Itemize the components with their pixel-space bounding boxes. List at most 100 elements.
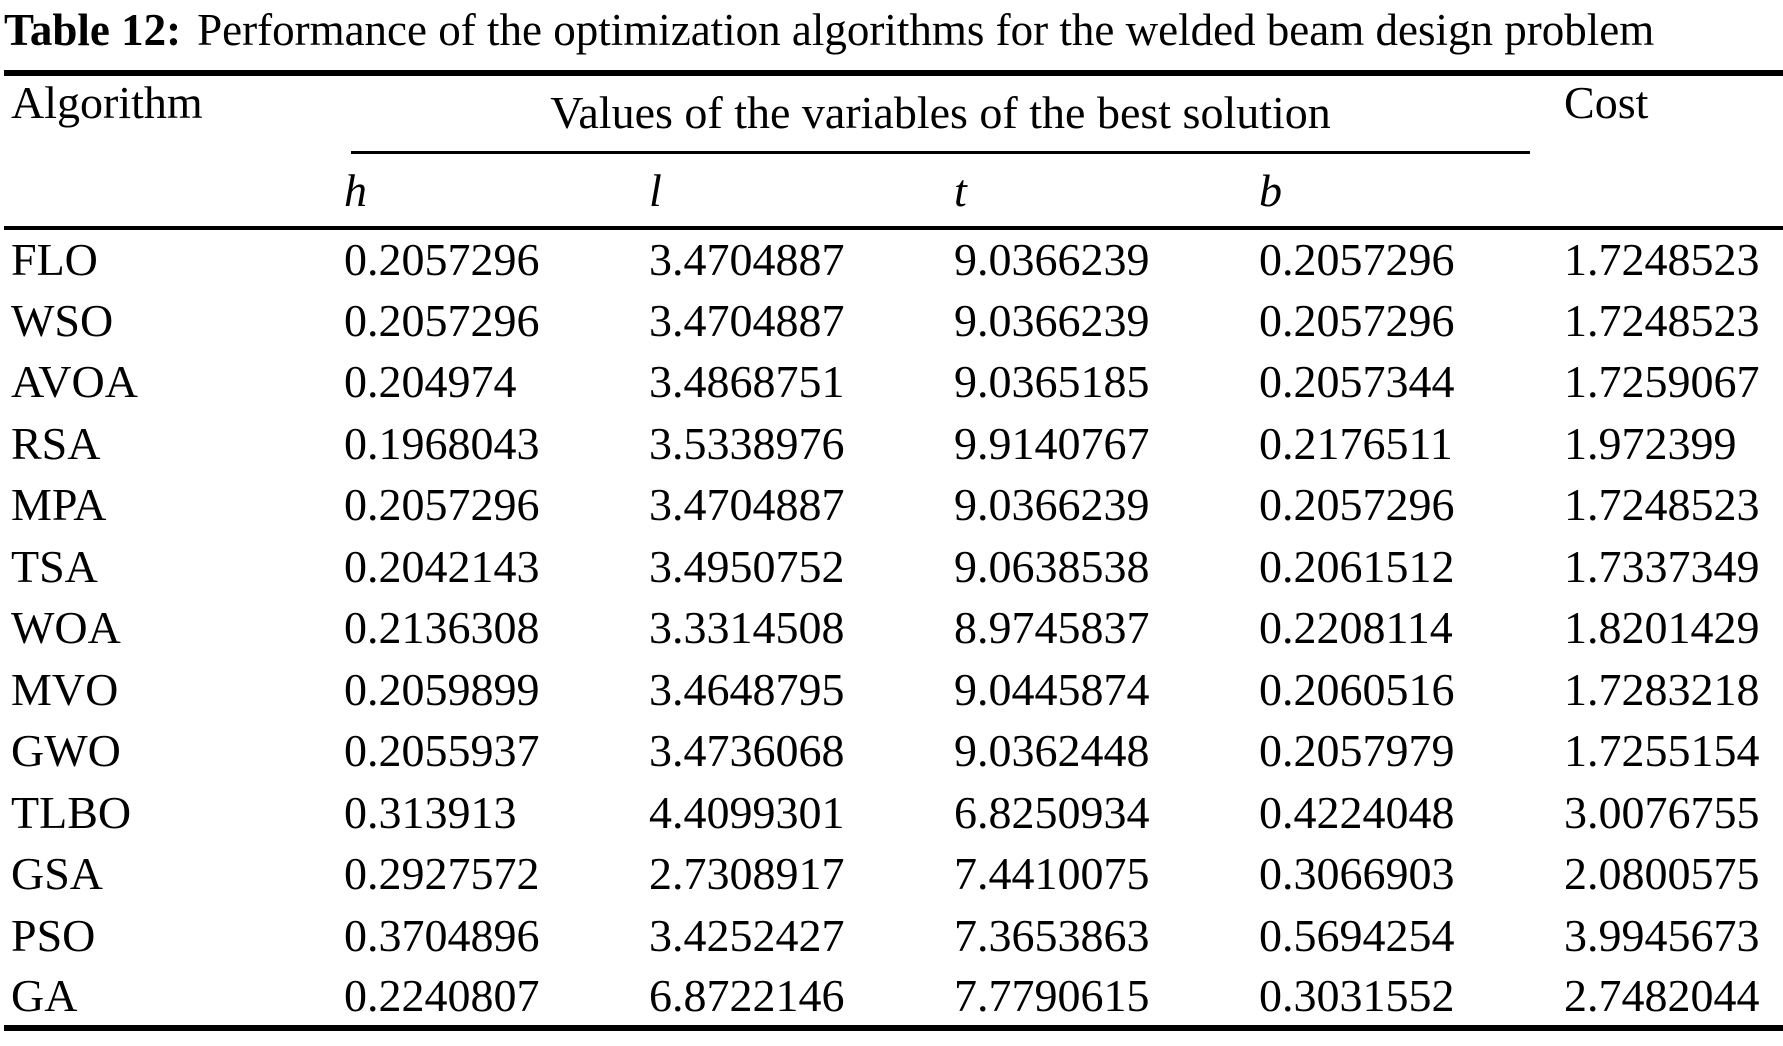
cell-algorithm: WOA: [11, 602, 121, 654]
cell-h: 0.2057296: [344, 234, 540, 286]
cell-l: 3.4648795: [649, 663, 845, 715]
cell-h: 0.2057296: [344, 479, 540, 531]
table-row: WOA 0.2136308 3.3314508 8.9745837 0.2208…: [4, 597, 1783, 659]
cell-cost: 1.7248523: [1564, 294, 1760, 346]
table-row: MVO 0.2059899 3.4648795 9.0445874 0.2060…: [4, 659, 1783, 721]
cell-h: 0.2240807: [344, 969, 540, 1021]
cell-algorithm: RSA: [11, 417, 101, 469]
cell-b: 0.2208114: [1259, 602, 1453, 654]
table-body: FLO 0.2057296 3.4704887 9.0366239 0.2057…: [4, 228, 1783, 1028]
cell-algorithm: TSA: [11, 540, 98, 592]
cell-cost: 1.7255154: [1564, 725, 1760, 777]
cell-h: 0.2055937: [344, 725, 540, 777]
cell-cost: 2.0800575: [1564, 848, 1760, 900]
col-header-l: l: [649, 164, 662, 216]
cell-l: 4.4099301: [649, 786, 845, 838]
table-row: MPA 0.2057296 3.4704887 9.0366239 0.2057…: [4, 474, 1783, 536]
col-header-b: b: [1259, 164, 1282, 216]
cell-t: 8.9745837: [954, 602, 1150, 654]
cell-cost: 3.0076755: [1564, 786, 1760, 838]
cell-b: 0.2060516: [1259, 663, 1455, 715]
cell-b: 0.4224048: [1259, 786, 1455, 838]
cell-t: 9.0445874: [954, 663, 1150, 715]
table-row: WSO 0.2057296 3.4704887 9.0366239 0.2057…: [4, 290, 1783, 352]
cell-l: 3.4736068: [649, 725, 845, 777]
col-header-t: t: [954, 164, 967, 216]
cell-b: 0.2057296: [1259, 479, 1455, 531]
table-row: GSA 0.2927572 2.7308917 7.4410075 0.3066…: [4, 843, 1783, 905]
cell-cost: 1.972399: [1564, 417, 1737, 469]
cell-l: 3.4704887: [649, 234, 845, 286]
col-header-h: h: [344, 164, 367, 216]
cell-t: 9.9140767: [954, 417, 1150, 469]
col-header-cost: Cost: [1564, 77, 1649, 128]
header-row-top: Algorithm Values of the variables of the…: [4, 73, 1783, 154]
table-row: FLO 0.2057296 3.4704887 9.0366239 0.2057…: [4, 228, 1783, 290]
cell-h: 0.3704896: [344, 909, 540, 961]
table-caption: Table 12: Performance of the optimization…: [0, 0, 1783, 70]
cell-l: 3.4950752: [649, 540, 845, 592]
cell-h: 0.2059899: [344, 663, 540, 715]
cell-algorithm: GWO: [11, 725, 121, 777]
cell-cost: 2.7482044: [1564, 969, 1760, 1021]
results-table: Algorithm Values of the variables of the…: [4, 70, 1783, 1031]
cell-t: 7.3653863: [954, 909, 1150, 961]
header-row-variables: h l t b: [4, 154, 1783, 228]
cell-t: 7.7790615: [954, 969, 1150, 1021]
cell-h: 0.1968043: [344, 417, 540, 469]
cell-cost: 1.7248523: [1564, 479, 1760, 531]
cell-l: 3.4704887: [649, 294, 845, 346]
cell-t: 9.0366239: [954, 234, 1150, 286]
col-header-algorithm: Algorithm: [11, 77, 203, 128]
cell-t: 9.0365185: [954, 356, 1150, 408]
cell-h: 0.2042143: [344, 540, 540, 592]
cell-cost: 1.7337349: [1564, 540, 1760, 592]
cell-algorithm: FLO: [11, 234, 98, 286]
cell-b: 0.3066903: [1259, 848, 1455, 900]
cell-t: 9.0638538: [954, 540, 1150, 592]
cell-algorithm: PSO: [11, 909, 96, 961]
table-row: AVOA 0.204974 3.4868751 9.0365185 0.2057…: [4, 351, 1783, 413]
cell-t: 9.0362448: [954, 725, 1150, 777]
table-row: PSO 0.3704896 3.4252427 7.3653863 0.5694…: [4, 905, 1783, 967]
cell-t: 6.8250934: [954, 786, 1150, 838]
cell-l: 3.3314508: [649, 602, 845, 654]
table-row: TSA 0.2042143 3.4950752 9.0638538 0.2061…: [4, 536, 1783, 598]
table-row: RSA 0.1968043 3.5338976 9.9140767 0.2176…: [4, 413, 1783, 475]
cell-b: 0.2176511: [1259, 417, 1453, 469]
table-row: TLBO 0.313913 4.4099301 6.8250934 0.4224…: [4, 782, 1783, 844]
cell-l: 3.4704887: [649, 479, 845, 531]
cell-h: 0.313913: [344, 786, 517, 838]
cell-l: 3.4868751: [649, 356, 845, 408]
cell-t: 9.0366239: [954, 479, 1150, 531]
cell-b: 0.3031552: [1259, 969, 1455, 1021]
cell-cost: 1.7259067: [1564, 356, 1760, 408]
cell-cost: 1.8201429: [1564, 602, 1760, 654]
cell-cost: 3.9945673: [1564, 909, 1760, 961]
cell-algorithm: MPA: [11, 479, 107, 531]
cell-h: 0.2136308: [344, 602, 540, 654]
span-header-label: Values of the variables of the best solu…: [351, 86, 1531, 154]
table-header: Algorithm Values of the variables of the…: [4, 73, 1783, 228]
cell-b: 0.2057296: [1259, 234, 1455, 286]
cell-algorithm: AVOA: [11, 356, 138, 408]
cell-t: 9.0366239: [954, 294, 1150, 346]
cell-cost: 1.7283218: [1564, 663, 1760, 715]
cell-h: 0.204974: [344, 356, 517, 408]
cell-b: 0.2061512: [1259, 540, 1455, 592]
cell-algorithm: WSO: [11, 294, 114, 346]
cell-algorithm: TLBO: [11, 786, 132, 838]
cell-l: 6.8722146: [649, 969, 845, 1021]
cell-cost: 1.7248523: [1564, 234, 1760, 286]
cell-b: 0.2057979: [1259, 725, 1455, 777]
table-caption-text: Performance of the optimization algorith…: [197, 5, 1655, 55]
cell-algorithm: MVO: [11, 663, 119, 715]
cell-h: 0.2057296: [344, 294, 540, 346]
cell-l: 2.7308917: [649, 848, 845, 900]
table-row: GWO 0.2055937 3.4736068 9.0362448 0.2057…: [4, 720, 1783, 782]
cell-b: 0.2057296: [1259, 294, 1455, 346]
cell-l: 3.5338976: [649, 417, 845, 469]
cell-l: 3.4252427: [649, 909, 845, 961]
cell-b: 0.2057344: [1259, 356, 1455, 408]
